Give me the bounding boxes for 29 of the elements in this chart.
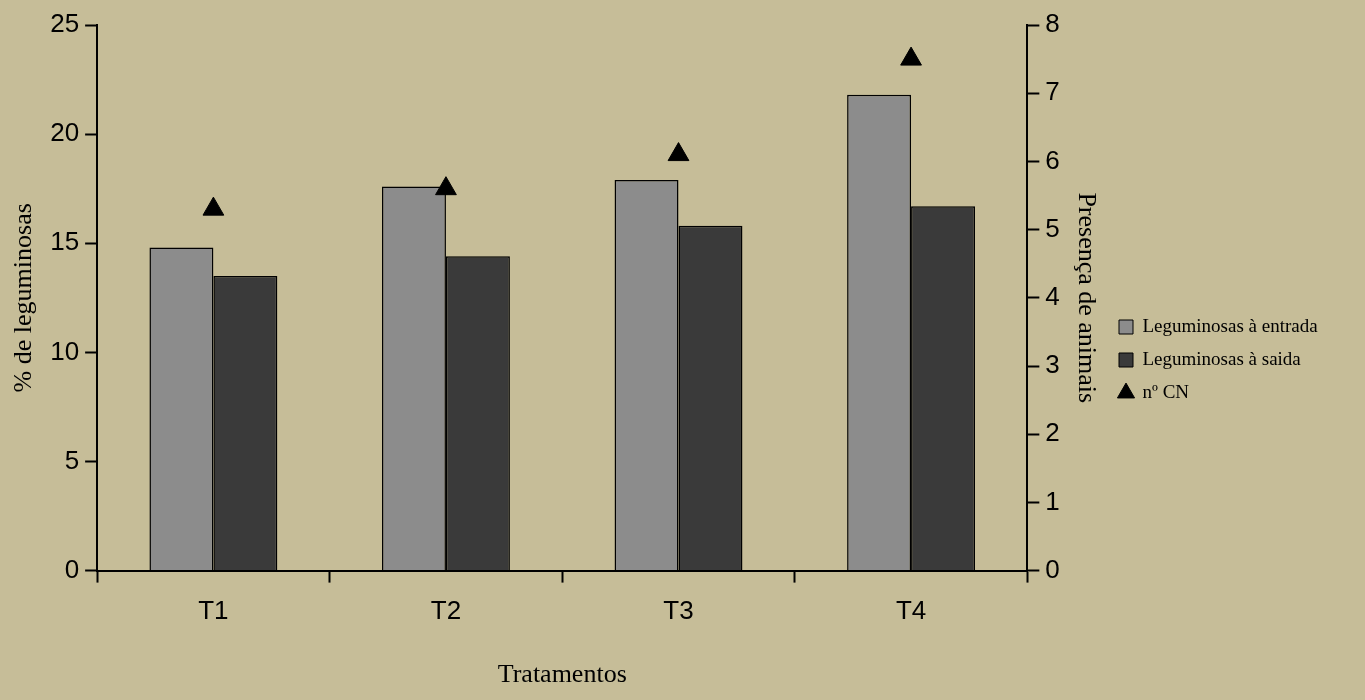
y2-tick-label: 0 (1045, 553, 1060, 584)
legend-label: Leguminosas à entrada (1142, 314, 1319, 336)
legend-label: nº CN (1142, 380, 1190, 402)
y-tick-label: 25 (50, 8, 80, 39)
y-axis-title: % de leguminosas (8, 203, 38, 393)
y-tick-label: 15 (50, 226, 80, 257)
x-axis-title: Tratamentos (497, 659, 627, 689)
y2-tick-label: 4 (1045, 280, 1060, 311)
x-tick-label: T3 (663, 595, 694, 626)
point (900, 46, 922, 66)
x-tick-label: T1 (198, 595, 229, 626)
legend-label: Leguminosas à saida (1142, 347, 1302, 369)
y-tick-label: 0 (64, 553, 80, 584)
y2-tick-label: 7 (1045, 76, 1060, 107)
y2-tick-label: 1 (1045, 485, 1060, 516)
y2-axis-title: Presença de animais (1072, 192, 1102, 404)
point (667, 142, 690, 162)
y2-tick-label: 3 (1045, 349, 1060, 380)
point (435, 176, 457, 196)
y2-tick-label: 2 (1045, 417, 1060, 448)
x-tick-label: T2 (430, 595, 462, 626)
y2-tick-label: 8 (1045, 8, 1060, 39)
y-tick-label: 10 (50, 335, 80, 366)
point (202, 196, 225, 216)
y2-tick-label: 5 (1045, 212, 1060, 243)
x-tick-label: T4 (895, 595, 927, 626)
y-tick-label: 20 (50, 117, 80, 148)
y-tick-label: 5 (64, 444, 80, 475)
y2-tick-label: 6 (1045, 144, 1060, 175)
